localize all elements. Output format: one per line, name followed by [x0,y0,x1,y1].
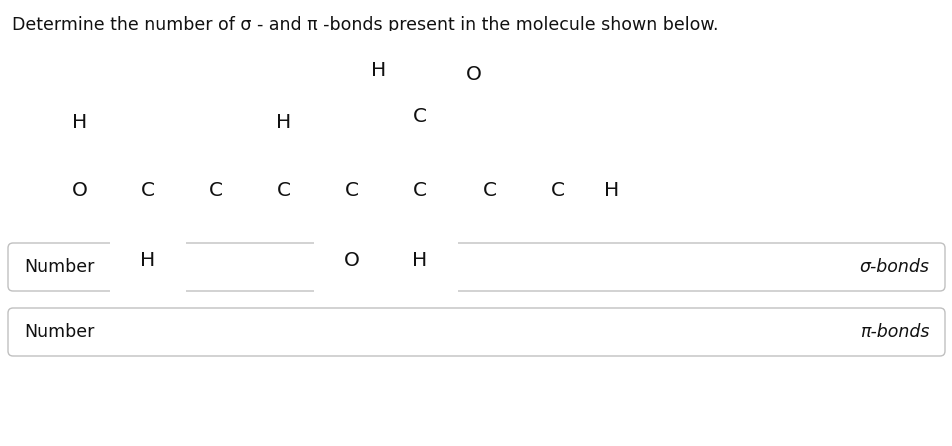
Text: C: C [208,182,223,201]
Text: H: H [276,112,291,132]
Text: C: C [550,182,565,201]
Text: O: O [466,65,482,83]
Text: C: C [277,182,290,201]
Text: C: C [483,182,497,201]
Text: C: C [412,107,426,125]
Text: H: H [140,251,155,269]
Text: H: H [371,62,387,80]
FancyBboxPatch shape [8,308,944,356]
Text: Determine the number of σ - and π -bonds present in the molecule shown below.: Determine the number of σ - and π -bonds… [12,16,718,34]
Text: π-bonds: π-bonds [859,323,928,341]
Text: O: O [344,251,360,269]
Text: C: C [345,182,359,201]
Text: Number: Number [24,258,94,276]
Text: O: O [72,182,88,201]
Text: C: C [412,182,426,201]
Text: H: H [412,251,427,269]
Text: C: C [141,182,155,201]
Text: σ-bonds: σ-bonds [858,258,928,276]
FancyBboxPatch shape [8,243,944,291]
Text: H: H [604,182,619,201]
Text: Number: Number [24,323,94,341]
Text: H: H [72,112,88,132]
